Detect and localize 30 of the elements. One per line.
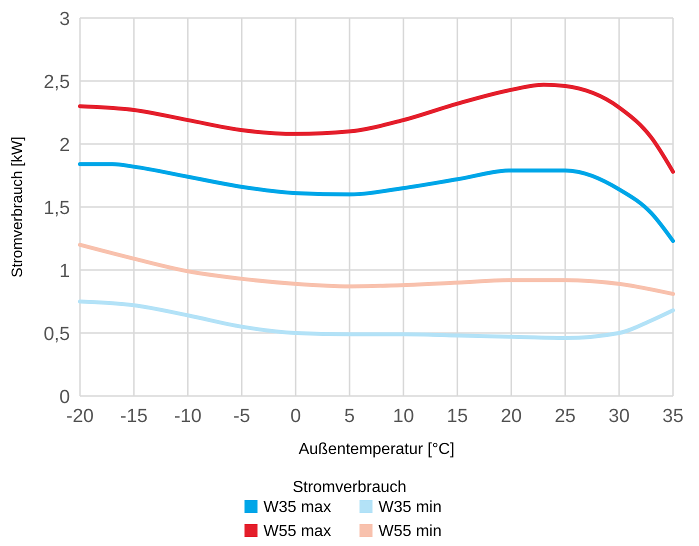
- x-tick-label: 25: [554, 406, 576, 427]
- x-tick-label: 15: [446, 406, 468, 427]
- legend-label: W35 min: [378, 499, 442, 516]
- line-series: [78, 82, 675, 174]
- y-tick-label: 0: [59, 387, 70, 408]
- legend-label: W55 max: [264, 523, 332, 540]
- x-tick-label: 0: [290, 406, 301, 427]
- legend-title: Stromverbrauch: [292, 479, 406, 496]
- y-tick-label: 2,5: [44, 72, 70, 93]
- line-series: [78, 242, 675, 296]
- y-tick-label: 3: [59, 9, 70, 30]
- x-tick-label: 5: [344, 406, 355, 427]
- line-series: [78, 162, 675, 244]
- y-axis-title: Stromverbrauch [kW]: [9, 136, 26, 278]
- x-tick-label: 20: [500, 406, 522, 427]
- x-tick-label: -20: [66, 406, 94, 427]
- x-tick-label: -10: [174, 406, 202, 427]
- x-axis-title: Außentemperatur [°C]: [298, 441, 454, 458]
- y-tick-label: 1: [59, 261, 70, 282]
- x-tick-label: 10: [392, 406, 414, 427]
- y-tick-label: 2: [59, 135, 70, 156]
- x-tick-label: -15: [120, 406, 148, 427]
- legend-label: W55 min: [378, 523, 442, 540]
- line-series: [78, 300, 675, 340]
- x-tick-label: 30: [608, 406, 630, 427]
- y-tick-label: 0,5: [44, 324, 70, 345]
- y-tick-label: 1,5: [44, 198, 70, 219]
- x-tick-label: 35: [662, 406, 684, 427]
- x-tick-label: -5: [233, 406, 250, 427]
- legend-label: W35 max: [264, 499, 332, 516]
